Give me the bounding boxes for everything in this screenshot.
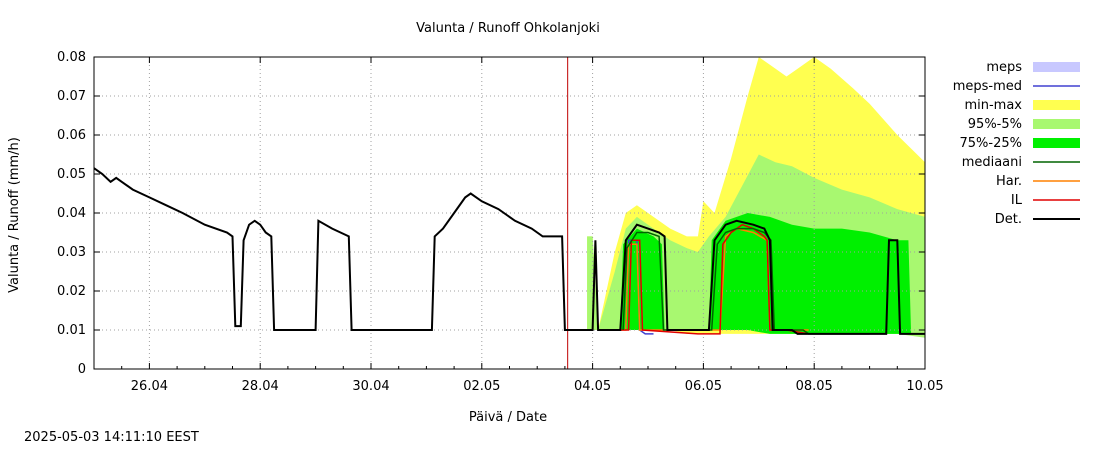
x-axis-label: Päivä / Date <box>469 410 547 425</box>
series-det-line <box>94 167 925 335</box>
legend-swatch-minmax <box>1033 100 1080 110</box>
series-il-line <box>620 223 809 335</box>
y-tick-label: 0.03 <box>57 245 86 260</box>
chart-title: Valunta / Runoff Ohkolanjoki <box>416 21 600 36</box>
x-tick-label: 02.05 <box>463 379 500 394</box>
y-tick-label: 0.05 <box>57 167 86 182</box>
legend-swatch-meps <box>1033 62 1080 72</box>
legend-label-det: Det. <box>995 212 1022 227</box>
legend-label-meps-med: meps-med <box>953 79 1022 94</box>
x-tick-label: 04.05 <box>574 379 611 394</box>
y-tick-label: 0.08 <box>57 50 86 65</box>
x-tick-label: 28.04 <box>242 379 279 394</box>
x-tick-label: 08.05 <box>796 379 833 394</box>
legend-label-p95-5: 95%-5% <box>968 117 1022 132</box>
x-tick-label: 30.04 <box>352 379 389 394</box>
y-axis-label: Valunta / Runoff (mm/h) <box>7 137 22 293</box>
timestamp: 2025-05-03 14:11:10 EEST <box>24 430 199 445</box>
x-tick-label: 10.05 <box>906 379 943 394</box>
legend-label-p75-25: 75%-25% <box>960 136 1022 151</box>
x-tick-label: 26.04 <box>131 379 168 394</box>
y-tick-label: 0.02 <box>57 284 86 299</box>
legend-label-minmax: min-max <box>964 98 1022 113</box>
y-tick-label: 0.01 <box>57 323 86 338</box>
y-tick-label: 0.07 <box>57 89 86 104</box>
legend-label-har: Har. <box>996 174 1022 189</box>
plot-area: 0 0.01 0.02 0.03 0.04 0.05 0.06 0.07 0.08 26.04 28… <box>57 50 944 394</box>
legend-swatch-p75-25 <box>1033 138 1080 148</box>
legend-label-meps: meps <box>986 60 1022 75</box>
legend: meps meps-med min-max 95%-5% 75%-25% mediaani… <box>953 60 1080 227</box>
legend-swatch-p95-5 <box>1033 119 1080 129</box>
y-tick-label: 0.04 <box>57 206 86 221</box>
y-tick-label: 0.06 <box>57 128 86 143</box>
legend-label-mediaani: mediaani <box>962 155 1022 170</box>
legend-label-il: IL <box>1011 193 1023 208</box>
y-tick-label: 0 <box>78 362 86 377</box>
x-tick-label: 06.05 <box>685 379 722 394</box>
